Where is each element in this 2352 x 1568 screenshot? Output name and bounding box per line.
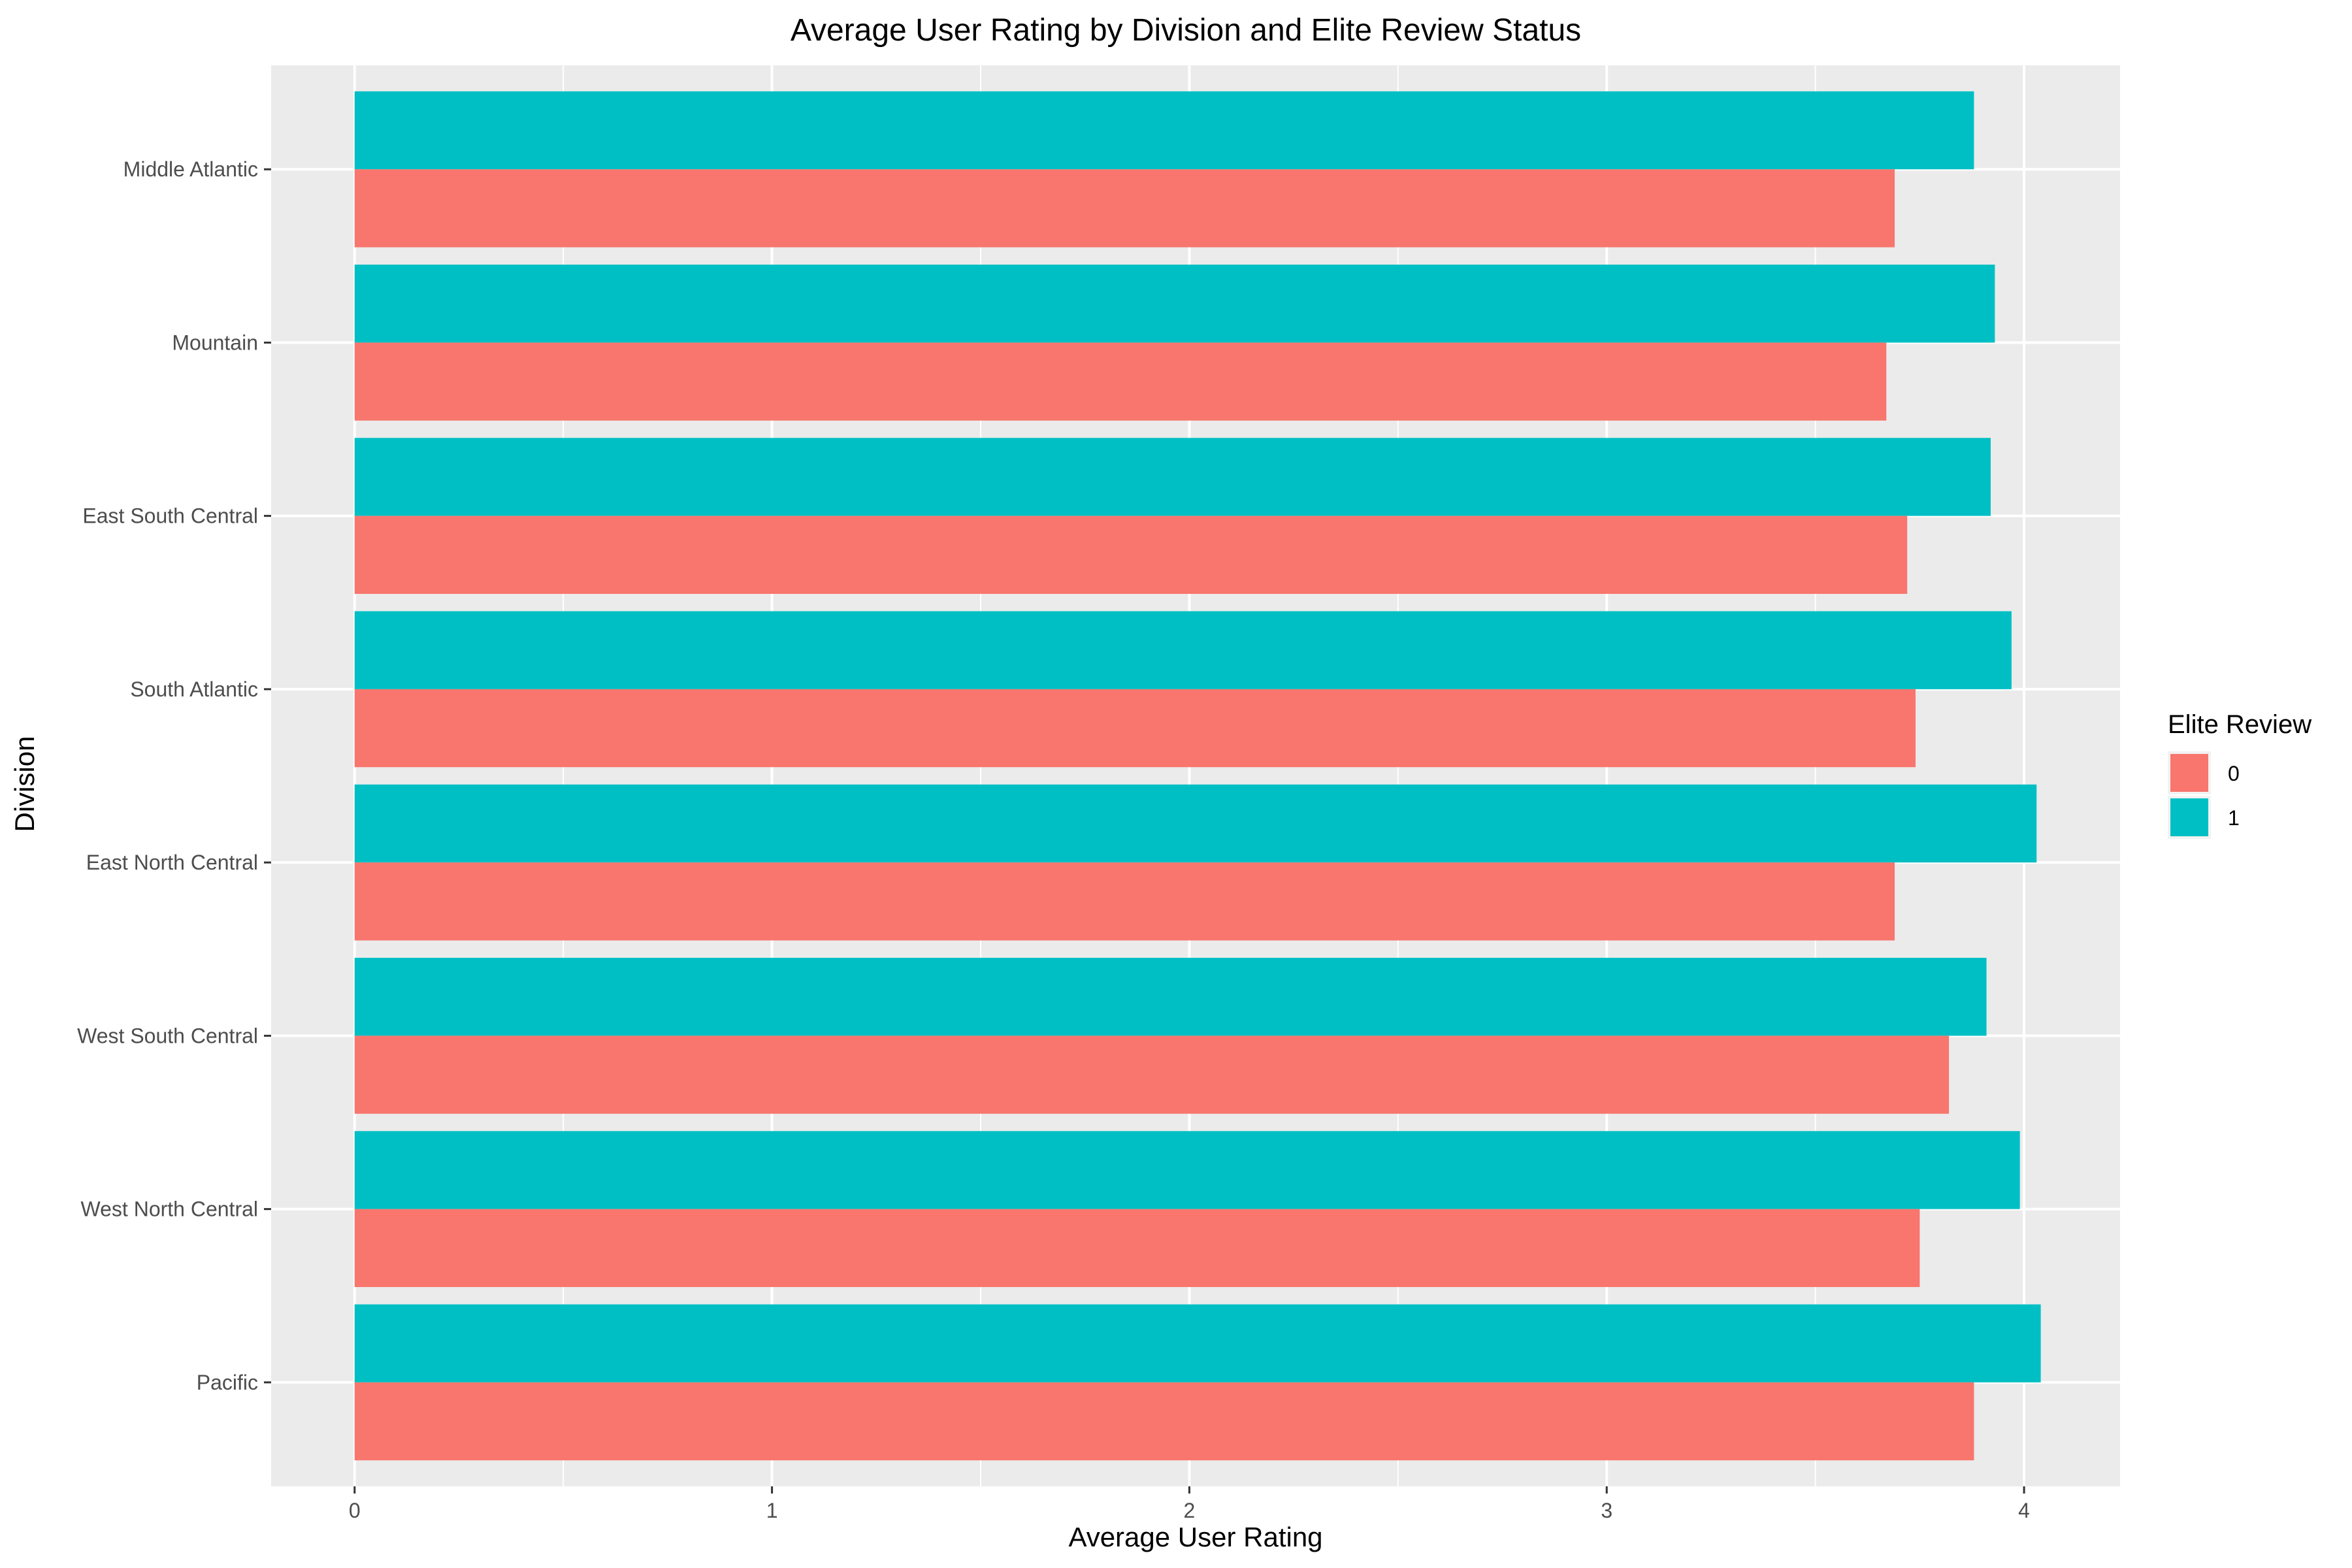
x-tick-label: 0 xyxy=(349,1499,361,1522)
bar-elite-1 xyxy=(354,958,1987,1036)
legend-label: 1 xyxy=(2228,806,2240,830)
bar-elite-1 xyxy=(354,265,1995,343)
bar-elite-0 xyxy=(354,862,1895,941)
chart-title: Average User Rating by Division and Elit… xyxy=(791,13,1581,48)
y-tick-label: East South Central xyxy=(82,504,258,528)
bar-elite-1 xyxy=(354,91,1974,170)
y-tick-label: West North Central xyxy=(81,1198,259,1221)
bar-elite-1 xyxy=(354,784,2037,863)
x-tick-label: 3 xyxy=(1601,1499,1612,1522)
legend-title: Elite Review xyxy=(2168,710,2311,739)
bar-elite-1 xyxy=(354,611,2012,689)
x-tick-label: 1 xyxy=(766,1499,778,1522)
x-tick-label: 4 xyxy=(2018,1499,2030,1522)
y-tick-label: East North Central xyxy=(86,851,258,874)
y-tick-label: Mountain xyxy=(172,331,258,354)
y-axis: Middle Atlantic Mountain East South Centra… xyxy=(77,157,271,1394)
bar-elite-0 xyxy=(354,342,1887,421)
bar-elite-0 xyxy=(354,689,1916,768)
bars xyxy=(354,91,2041,1461)
legend: Elite Review 0 1 xyxy=(2168,710,2311,839)
x-axis: 0 1 2 3 4 xyxy=(349,1486,2030,1522)
bar-elite-0 xyxy=(354,515,1908,594)
bar-elite-1 xyxy=(354,1304,2041,1382)
y-tick-label: South Atlantic xyxy=(130,678,258,701)
x-tick-label: 2 xyxy=(1184,1499,1196,1522)
bar-elite-0 xyxy=(354,1209,1920,1287)
y-tick-label: Pacific xyxy=(197,1371,258,1394)
legend-label: 0 xyxy=(2228,762,2240,785)
bar-elite-0 xyxy=(354,1036,1950,1114)
legend-key-swatch xyxy=(2170,754,2208,792)
bar-elite-1 xyxy=(354,1131,2020,1209)
bar-elite-1 xyxy=(354,438,1991,516)
x-axis-title: Average User Rating xyxy=(1068,1522,1322,1552)
bar-elite-0 xyxy=(354,1382,1974,1461)
y-axis-title: Division xyxy=(9,736,40,832)
bar-elite-0 xyxy=(354,169,1895,248)
y-tick-label: Middle Atlantic xyxy=(123,157,258,181)
legend-key-swatch xyxy=(2170,798,2208,836)
y-tick-label: West South Central xyxy=(77,1024,258,1047)
